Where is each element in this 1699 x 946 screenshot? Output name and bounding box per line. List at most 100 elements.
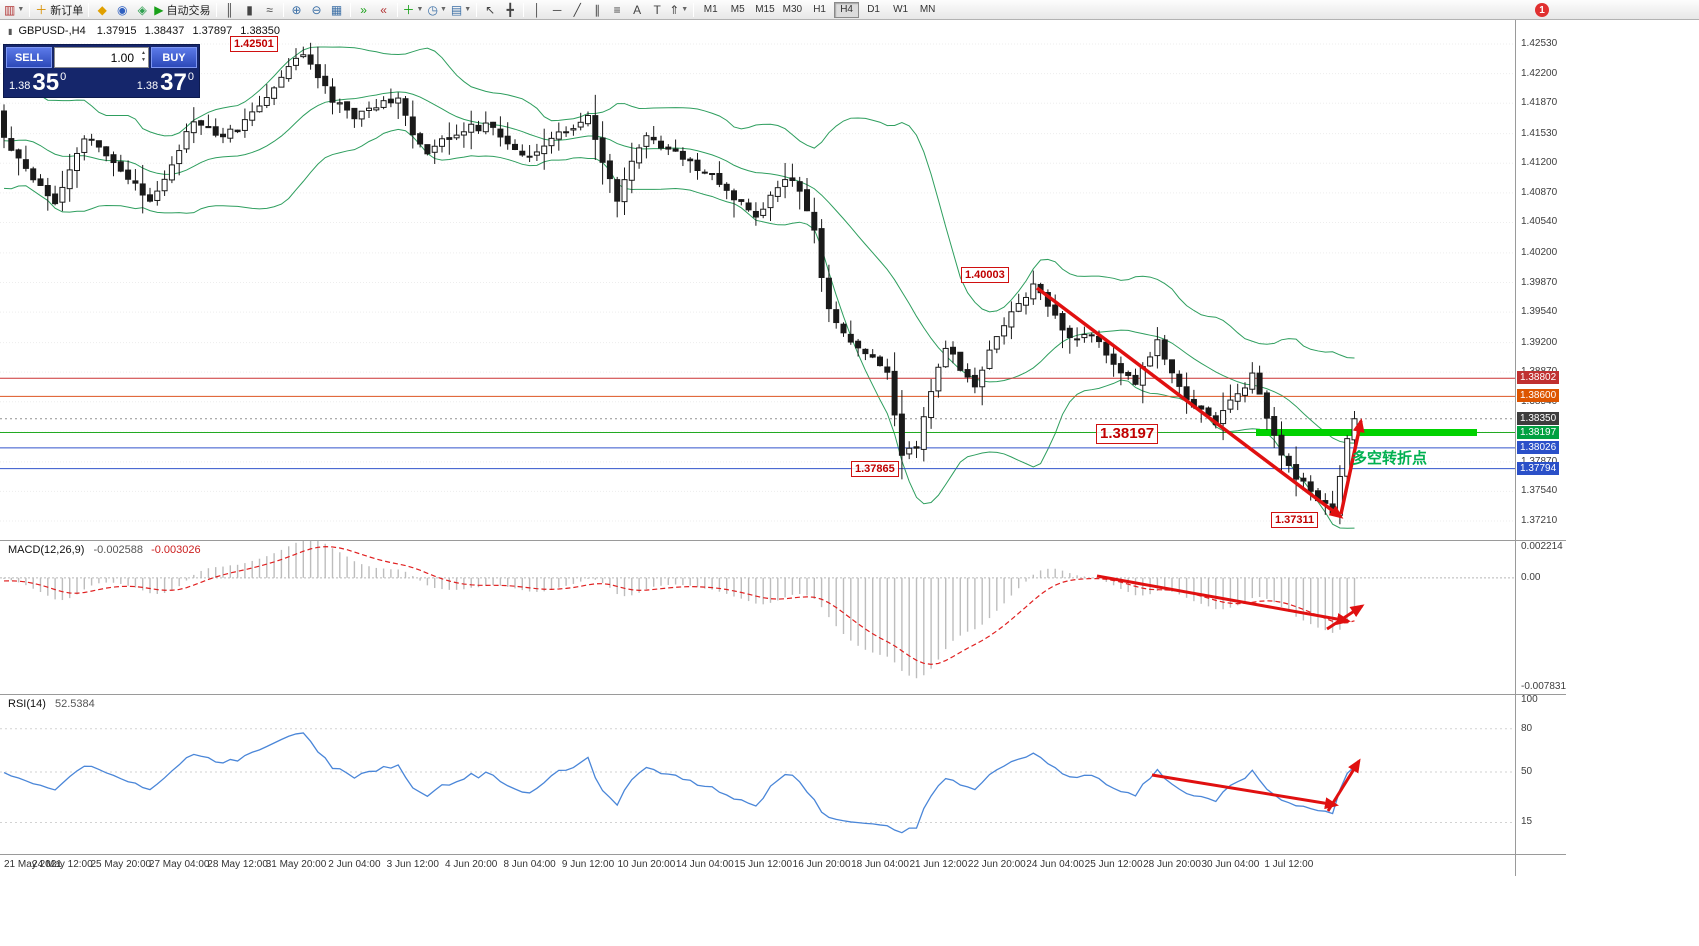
templates-icon[interactable]: ▤ ▼ [449, 1, 473, 18]
candle [439, 135, 445, 153]
trend-arrow[interactable] [1035, 286, 1344, 519]
timeframe-mn-button[interactable]: MN [919, 4, 936, 15]
price-callout[interactable]: 1.37865 [851, 461, 899, 477]
main-chart-canvas[interactable] [0, 20, 1515, 540]
candle [1227, 384, 1234, 413]
timeframe-m15-button[interactable]: M15 [755, 4, 775, 15]
trend-arrow[interactable] [1339, 418, 1365, 515]
candle [1220, 392, 1227, 441]
candle [1169, 359, 1175, 384]
candle [95, 140, 102, 153]
candle [585, 111, 591, 127]
price-callout[interactable]: 1.40003 [961, 267, 1009, 283]
quote-bar: ▮ GBPUSD-,H4 1.37915 1.38437 1.37897 1.3… [8, 25, 285, 37]
stepper-up-icon[interactable]: ▲ [141, 50, 146, 56]
support-zone-segment[interactable] [1256, 429, 1477, 437]
new-chart-icon[interactable]: ▥ ▼ [2, 1, 26, 18]
timeframe-w1-button[interactable]: W1 [893, 4, 909, 15]
market-icon[interactable]: ◈ [132, 1, 152, 18]
timeframe-h1-button[interactable]: H1 [813, 4, 826, 15]
candle [314, 46, 321, 89]
candle [103, 146, 110, 162]
candle [760, 202, 767, 219]
autotrade-button[interactable]: ▶ 自动交易 [152, 1, 212, 18]
candle [636, 144, 643, 169]
toolbar-separator [476, 2, 478, 17]
vertical-line-icon[interactable]: │ [527, 1, 547, 18]
candle [1198, 405, 1205, 423]
macd-canvas[interactable] [0, 541, 1515, 694]
periods-icon[interactable]: ◷ ▼ [425, 1, 448, 18]
chevron-down-icon: ▼ [17, 6, 25, 13]
tile-windows-icon[interactable]: ▦ [327, 1, 347, 18]
timeframe-m30-button[interactable]: M30 [782, 4, 803, 15]
time-axis[interactable]: 21 May 2021 24 May 12:00 25 May 20:00 27 Ma… [0, 855, 1566, 876]
buy-button[interactable]: BUY [151, 47, 197, 68]
chart-shift-icon[interactable]: « [374, 1, 394, 18]
panel-separator[interactable] [0, 540, 1566, 541]
candle-chart-icon[interactable]: ▮ [240, 1, 260, 18]
candle [548, 131, 555, 154]
price-tick-label: 1.40870 [1521, 186, 1558, 198]
rsi-axis-label: 50 [1521, 766, 1533, 778]
candle [241, 108, 248, 138]
chart-shift-glyph: « [380, 2, 387, 17]
candle [840, 322, 847, 337]
mql5-icon[interactable]: ◆ [92, 1, 112, 18]
price-callout[interactable]: 1.38197 [1096, 424, 1159, 444]
horizontal-line-glyph: ─ [552, 2, 562, 17]
trend-arrow[interactable] [1096, 574, 1351, 625]
bar-chart-glyph: ║ [225, 2, 234, 17]
zoom-out-icon[interactable]: ⊖ [307, 1, 327, 18]
timeframe-m5-button[interactable]: M5 [730, 4, 745, 15]
text-label-icon[interactable]: T [647, 1, 667, 18]
timeframe-m1-button[interactable]: M1 [703, 4, 718, 15]
news-icon[interactable]: ◉ [112, 1, 132, 18]
trendline-icon[interactable]: ╱ [567, 1, 587, 18]
crosshair-icon[interactable]: ╋ [500, 1, 520, 18]
candle [957, 351, 964, 372]
templates-glyph: ▤ [450, 2, 463, 17]
channel-icon[interactable]: ∥ [587, 1, 607, 18]
new-order-button[interactable]: ＋新订单 [33, 1, 85, 18]
arrows-tool-icon[interactable]: ⇑ ▼ [667, 1, 690, 18]
time-label: 18 Jun 04:00 [851, 859, 909, 870]
notification-badge[interactable]: 1 [1535, 3, 1549, 17]
candle [701, 169, 708, 175]
time-label: 8 Jun 04:00 [503, 859, 556, 870]
panel-separator[interactable] [0, 694, 1566, 695]
volume-input[interactable]: 1.00 ▲ ▼ [54, 47, 149, 68]
time-label: 30 Jun 04:00 [1201, 859, 1260, 870]
turning-point-note[interactable]: 多空转折点 [1352, 450, 1428, 467]
candle [293, 48, 299, 71]
buy-price: 1.38 37 0 [137, 70, 194, 95]
candle [460, 122, 467, 148]
timeframe-h4-button[interactable]: H4 [834, 1, 860, 18]
price-callout[interactable]: 1.42501 [230, 36, 278, 52]
fibonacci-icon[interactable]: ≡ [607, 1, 627, 18]
volume-stepper[interactable]: ▲ ▼ [141, 50, 146, 64]
timeframe-d1-button[interactable]: D1 [867, 4, 880, 15]
trend-arrow[interactable] [1326, 758, 1361, 812]
rsi-canvas[interactable] [0, 695, 1515, 854]
auto-scroll-icon[interactable]: » [354, 1, 374, 18]
time-label: 25 May 20:00 [90, 859, 152, 870]
price-callout[interactable]: 1.37311 [1271, 512, 1319, 528]
sell-button[interactable]: SELL [6, 47, 52, 68]
candle [979, 366, 986, 406]
horizontal-line-icon[interactable]: ─ [547, 1, 567, 18]
candle [1008, 301, 1015, 340]
stepper-down-icon[interactable]: ▼ [141, 57, 146, 63]
zoom-in-icon[interactable]: ⊕ [287, 1, 307, 18]
text-icon[interactable]: A [627, 1, 647, 18]
candle [431, 139, 438, 164]
trend-arrow[interactable] [1326, 604, 1365, 631]
candle [490, 121, 497, 136]
indicators-icon[interactable]: ＋ ▼ [401, 1, 426, 18]
line-chart-icon[interactable]: ≈ [260, 1, 280, 18]
bar-chart-icon[interactable]: ║ [220, 1, 240, 18]
cursor-icon[interactable]: ↖ [480, 1, 500, 18]
rsi-axis-label: 15 [1521, 816, 1533, 828]
candle [22, 145, 29, 172]
trend-arrow[interactable] [1151, 773, 1339, 810]
